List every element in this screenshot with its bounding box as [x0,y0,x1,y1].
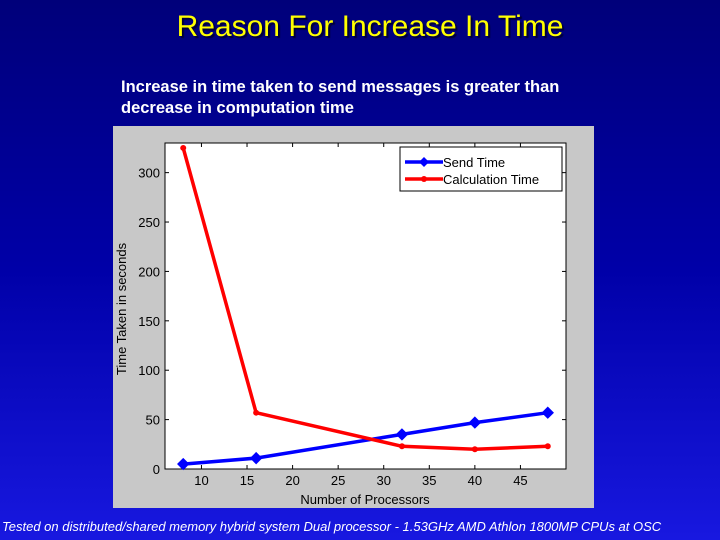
slide-subtitle: Increase in time taken to send messages … [121,77,621,119]
subtitle-line-2: decrease in computation time [121,99,354,117]
send-time-point [395,428,409,441]
send-time-point [249,451,263,465]
legend-marker-calculation-time [421,176,427,182]
legend-box [399,146,563,192]
y-tick-label: 150 [138,314,160,329]
footer-note: Tested on distributed/shared memory hybr… [2,519,662,534]
calculation-time-point [253,409,260,416]
y-tick-label: 100 [138,363,160,378]
legend-label-calculation-time: Calculation Time [443,172,539,187]
y-tick-label: 300 [138,166,160,181]
calculation-time-point [180,144,187,151]
x-tick-label: 40 [468,473,482,488]
y-tick-label: 50 [146,413,160,428]
send-time-point [468,416,482,429]
x-tick-label: 35 [422,473,436,488]
x-tick-label: 20 [285,473,299,488]
x-axis-label: Number of Processors [300,492,430,507]
legend-marker-send-time [419,157,429,167]
calculation-time-point [398,443,405,450]
y-tick-label: 250 [138,215,160,230]
calculation-time-point [471,446,478,453]
x-tick-label: 25 [331,473,345,488]
y-tick-label: 0 [153,462,160,477]
y-tick-label: 200 [138,264,160,279]
x-tick-label: 30 [376,473,390,488]
send-time-point [177,457,190,471]
x-tick-label: 10 [194,473,208,488]
line-chart: 10 15 20 25 30 35 40 45 0 50 100 150 200 250 300 Send … [114,142,567,507]
send-time-point [541,406,554,419]
y-axis-label: Time Taken in seconds [114,242,129,375]
calculation-time-point [544,443,551,450]
x-tick-label: 45 [513,473,527,488]
legend-label-send-time: Send Time [443,155,505,170]
subtitle-line-1: Increase in time taken to send messages … [121,78,560,96]
slide-title: Reason For Increase In Time [176,10,564,43]
chart-panel: 10 15 20 25 30 35 40 45 0 50 100 150 200 250 300 Send … [113,126,594,508]
x-tick-label: 15 [240,473,254,488]
plot-area [164,142,567,470]
